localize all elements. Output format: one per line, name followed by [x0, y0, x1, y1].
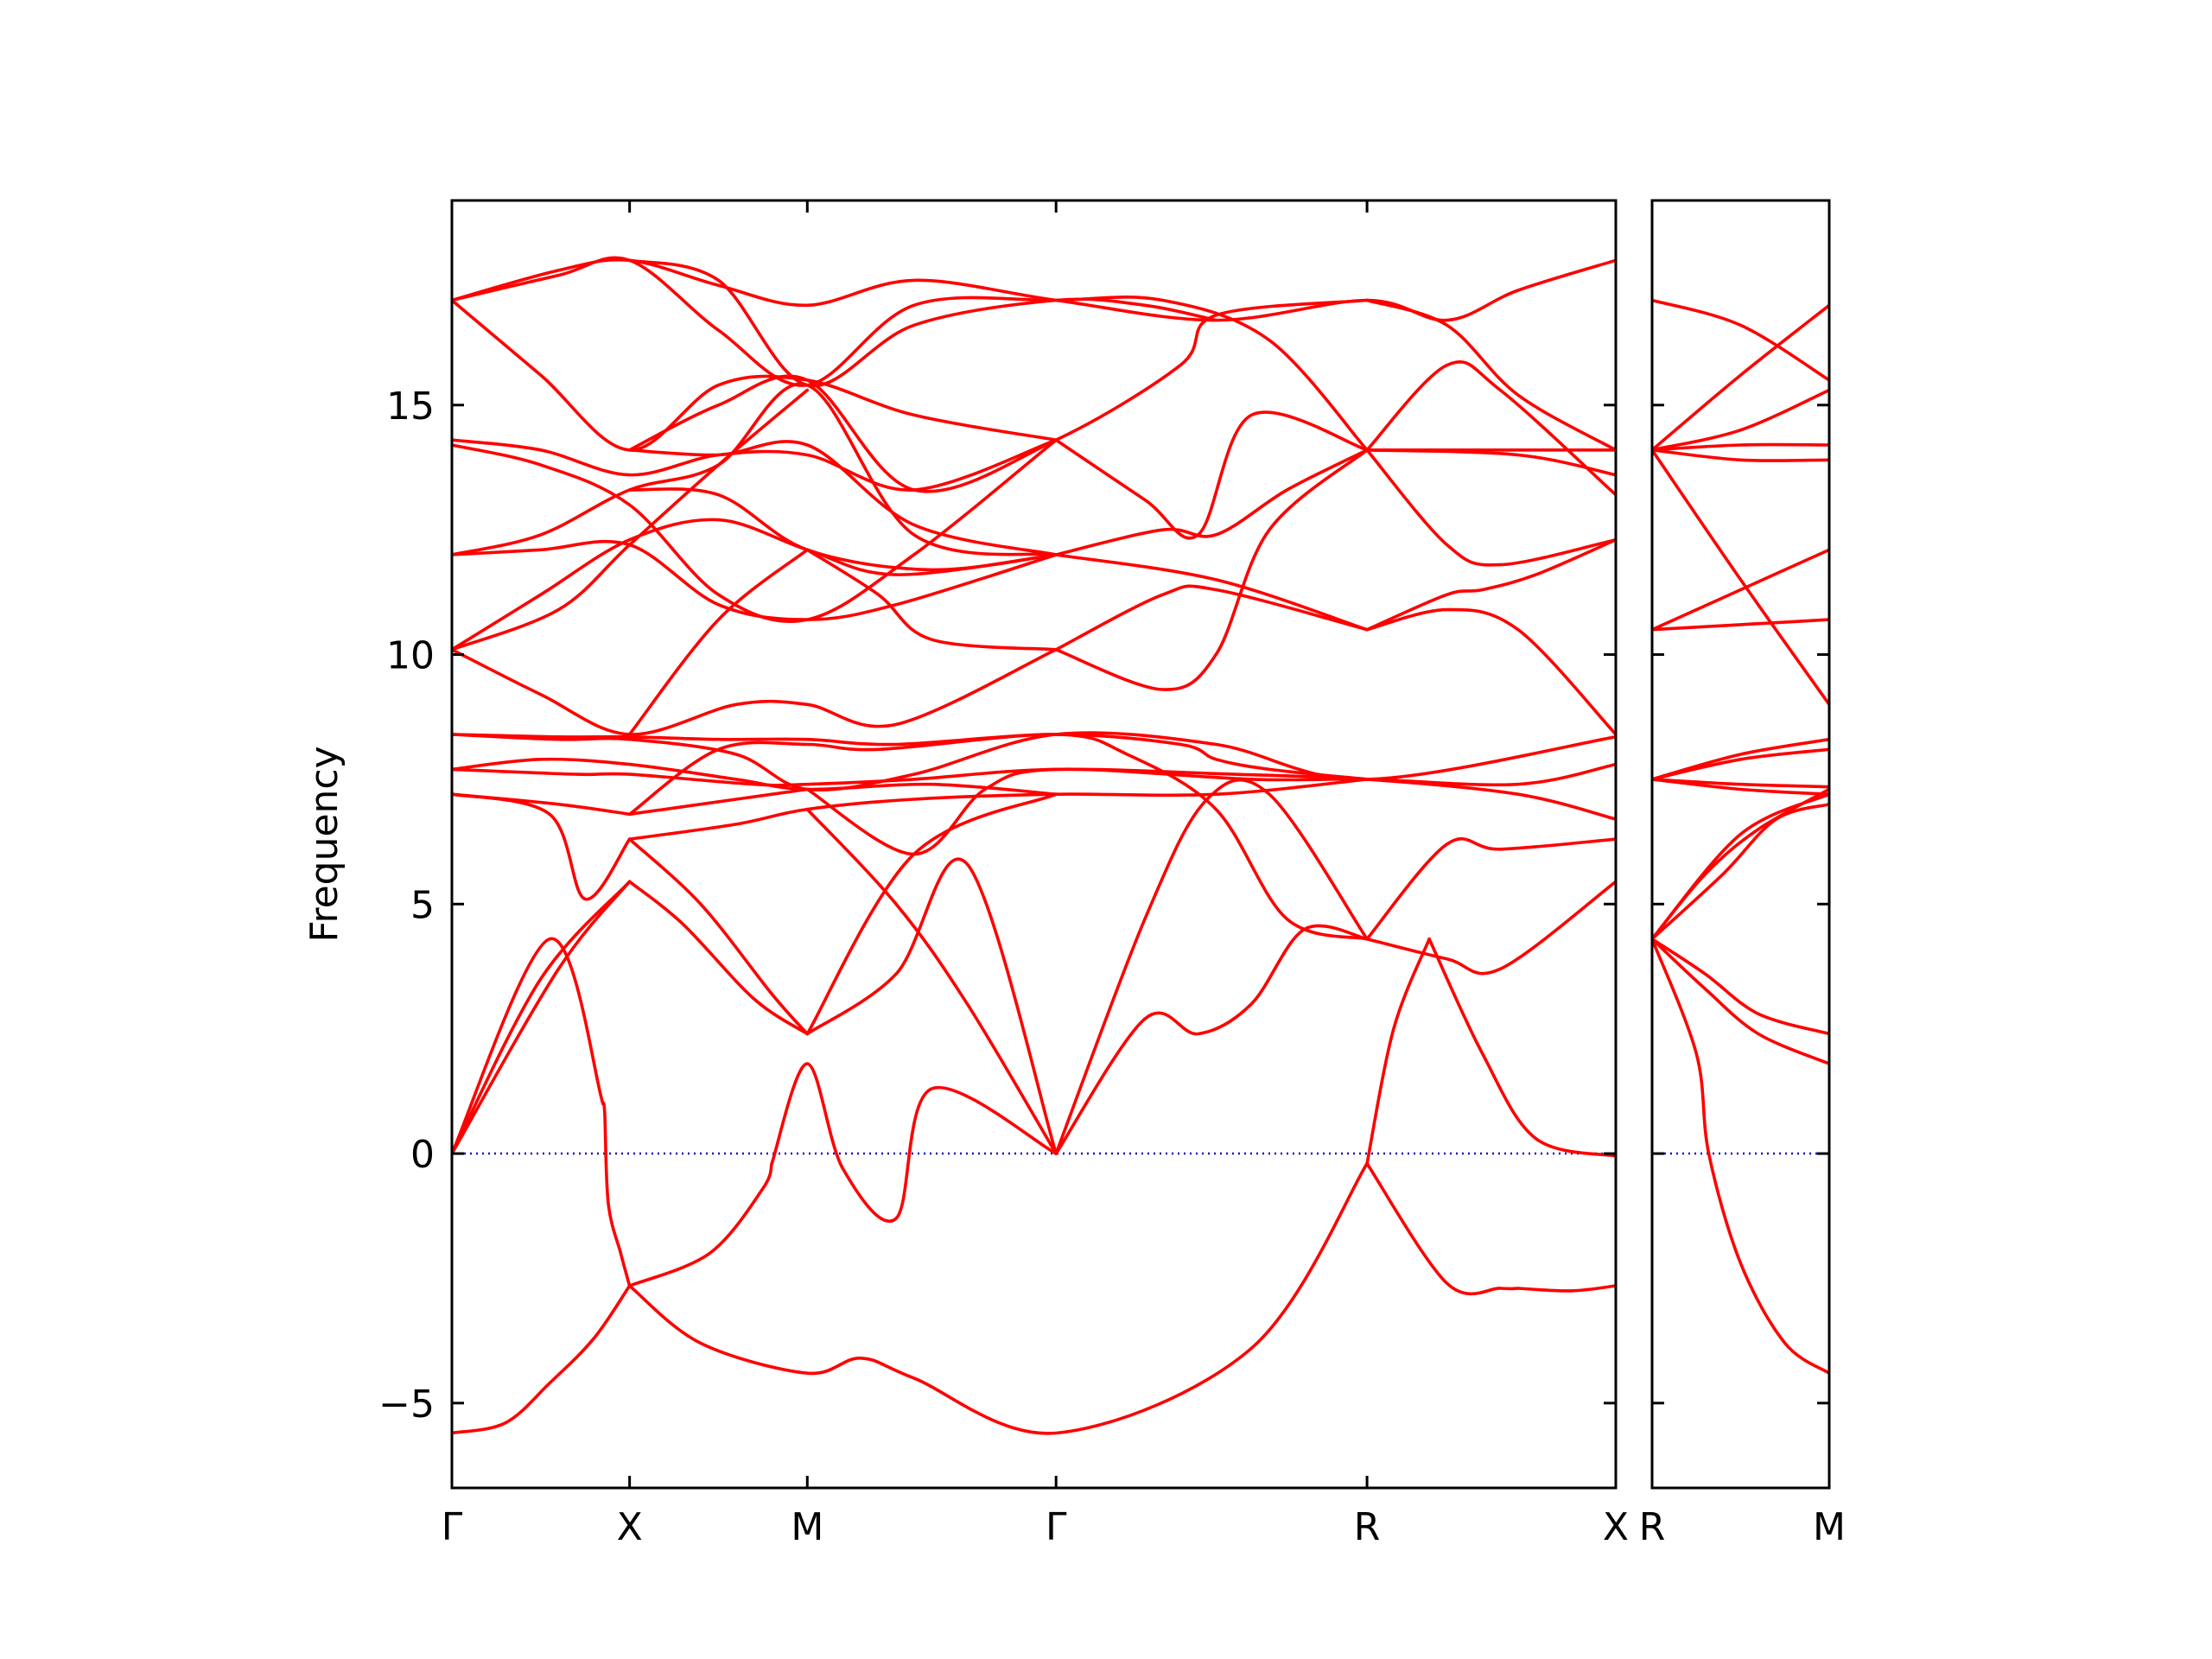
band-line: [1365, 298, 1616, 452]
y-tick-label: 10: [386, 634, 435, 678]
band-line: [452, 937, 605, 1155]
band-line: [627, 487, 1058, 572]
band-line: [1054, 448, 1369, 691]
band-line: [601, 1101, 632, 1287]
band-line: [1054, 410, 1369, 540]
band-line: [627, 548, 810, 736]
band-line: [1652, 778, 1829, 796]
band-line: [805, 857, 1058, 1155]
band-line: [452, 792, 632, 817]
band-line: [452, 257, 1616, 322]
band-line: [1365, 607, 1616, 736]
x-tick-label: Γ: [1046, 1505, 1067, 1549]
band-line: [1652, 937, 1829, 1065]
band-line: [627, 298, 1369, 493]
band-line: [452, 382, 1058, 556]
band-line: [770, 1062, 1058, 1223]
band-line: [1652, 618, 1829, 632]
band-line: [1365, 937, 1431, 1166]
band-line: [1652, 937, 1829, 1375]
band-line: [1652, 388, 1829, 452]
main-panel: Γ X M Γ R X −5 0 5 10 15: [378, 199, 1629, 1549]
panel-frame: [1650, 199, 1831, 1490]
band-line: [627, 787, 810, 817]
band-line: [627, 778, 1369, 841]
band-line: [452, 388, 810, 652]
band-line: [1427, 937, 1616, 1158]
y-axis-label: Frequency: [302, 746, 346, 942]
band-line: [1652, 303, 1829, 452]
band-line: [1054, 448, 1369, 556]
x-tick-label: R: [1354, 1505, 1381, 1549]
band-line: [452, 648, 1058, 736]
band-line: [452, 256, 1369, 452]
band-line: [1365, 359, 1616, 497]
band-line: [627, 733, 1369, 941]
x-tick-label: Γ: [442, 1505, 463, 1549]
band-line: [1054, 553, 1369, 632]
panel-frame: [450, 199, 1618, 1490]
band-line: [1054, 924, 1369, 1155]
y-tick-label: 5: [410, 883, 435, 927]
band-line: [452, 767, 1616, 821]
band-series-group: [1652, 298, 1829, 1375]
band-line: [627, 837, 810, 1036]
band-line: [627, 1161, 773, 1287]
band-line: [1652, 442, 1829, 452]
band-line: [452, 298, 1058, 452]
band-line: [1652, 548, 1829, 632]
band-line: [1516, 1284, 1616, 1293]
band-line: [452, 1284, 632, 1435]
band-series-group: [452, 256, 1616, 1435]
band-line: [1652, 737, 1829, 781]
band-line: [1652, 803, 1829, 941]
band-line: [452, 733, 1369, 781]
x-tick-label: X: [617, 1505, 643, 1549]
band-line: [1365, 448, 1616, 477]
band-line: [1652, 298, 1829, 382]
band-line: [1365, 537, 1616, 632]
band-line: [1652, 448, 1829, 462]
band-line: [627, 1161, 1369, 1435]
band-line: [452, 539, 1058, 621]
band-line: [1054, 778, 1369, 1155]
band-line: [805, 807, 1058, 1155]
band-line: [452, 438, 1058, 623]
band-line: [627, 440, 1058, 556]
band-line: [1365, 1161, 1520, 1296]
band-line: [1365, 880, 1616, 976]
x-tick-label: M: [1813, 1505, 1846, 1549]
x-tick-label: M: [791, 1505, 823, 1549]
band-line: [452, 880, 632, 1155]
band-line: [452, 880, 632, 1155]
band-line: [627, 880, 810, 1036]
band-line: [452, 757, 1058, 796]
y-tick-label: −5: [378, 1382, 435, 1427]
y-tick-label: 0: [410, 1133, 435, 1177]
band-line: [1652, 448, 1829, 707]
band-line: [1652, 792, 1829, 941]
band-line: [452, 518, 1058, 652]
band-line: [1054, 584, 1369, 652]
band-line: [1365, 836, 1616, 941]
band-line: [1365, 448, 1616, 567]
x-tick-label: X: [1603, 1505, 1629, 1549]
band-line: [805, 548, 1058, 652]
y-tick-label: 15: [386, 385, 435, 429]
band-line: [805, 792, 1058, 1036]
x-tick-label: R: [1639, 1505, 1666, 1549]
band-line: [627, 258, 1218, 388]
band-line: [1652, 937, 1829, 1036]
